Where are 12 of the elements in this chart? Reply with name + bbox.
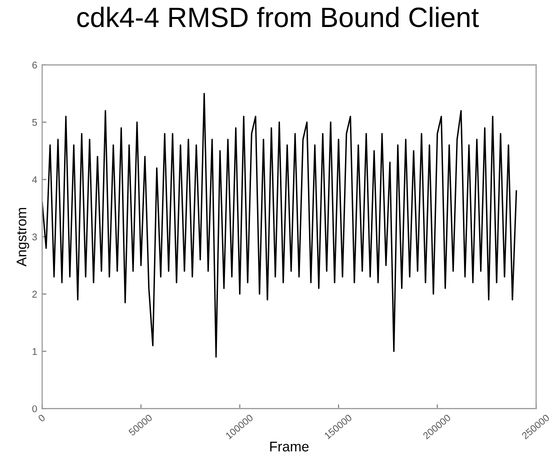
y-axis-title: Angstrom [16,208,30,266]
y-tick-label: 3 [32,233,37,240]
y-tick-label: 6 [32,62,37,69]
y-tick-label: 0 [32,405,37,412]
y-tick-label: 2 [32,290,37,298]
y-tick-label: 1 [32,348,37,355]
x-tick-label: 0 [38,414,46,422]
line-series [42,92,518,358]
y-tick-label: 5 [32,119,37,126]
chart-title: cdk4-4 RMSD from Bound Client [77,6,479,28]
y-tick-label: 4 [32,176,38,184]
x-axis-title: Frame [270,442,309,452]
